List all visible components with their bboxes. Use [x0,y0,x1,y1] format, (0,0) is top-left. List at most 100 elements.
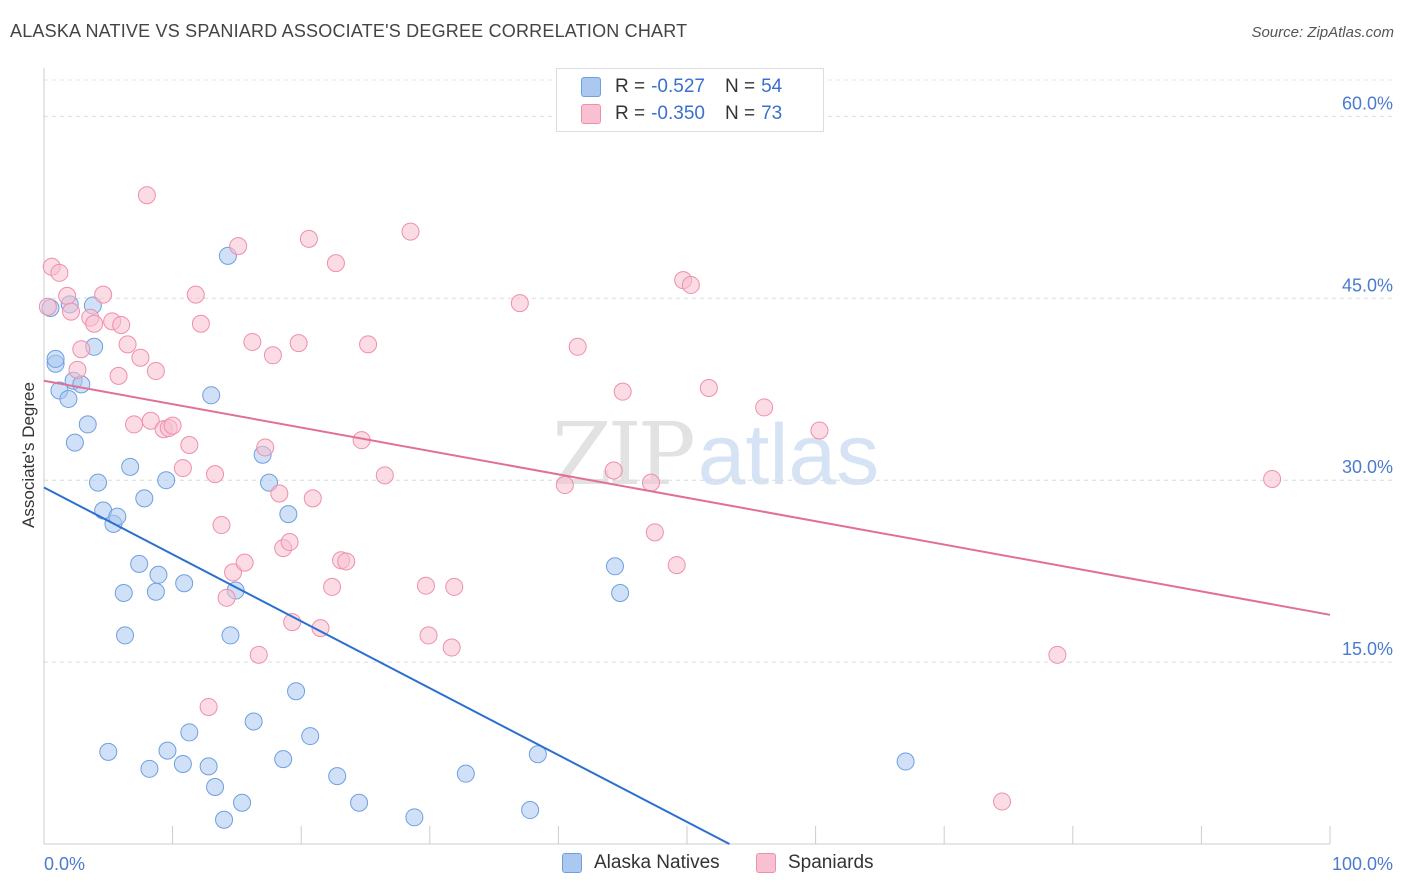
data-points [38,186,1282,829]
x-tick-label: 0.0% [44,854,85,874]
watermark-atlas: atlas [697,407,880,503]
point-spaniards [263,346,282,365]
point-alaska-natives [274,750,293,769]
point-spaniards [510,294,529,313]
point-spaniards [163,416,182,435]
legend-swatch-spaniards [581,104,601,124]
point-spaniards [224,563,243,582]
legend-row-spaniards: R = -0.350 N = 73 [581,101,782,127]
source-label: Source: ZipAtlas.com [1251,24,1394,41]
point-spaniards [755,398,774,417]
point-alaska-natives [244,712,263,731]
point-spaniards [146,362,165,381]
point-spaniards [1263,469,1282,488]
point-spaniards [206,465,225,484]
y-tick-label: 60.0% [1342,93,1393,113]
point-spaniards [137,186,156,205]
point-spaniards [141,411,160,430]
point-spaniards [180,436,199,455]
point-spaniards [681,275,700,294]
point-spaniards [641,473,660,492]
point-spaniards [289,334,308,353]
y-tick-label: 45.0% [1342,275,1393,295]
trend-line-alaska-natives [43,486,730,845]
y-axis-label: Associate's Degree [19,382,38,528]
point-spaniards [280,533,299,552]
point-spaniards [568,337,587,356]
point-spaniards [604,461,623,480]
point-spaniards [299,229,318,248]
chart-title: ALASKA NATIVE VS SPANIARD ASSOCIATE'S DE… [10,21,688,41]
point-spaniards [243,332,262,351]
point-alaska-natives [202,386,221,405]
point-alaska-natives [206,778,225,797]
y-tick-label: 15.0% [1342,639,1393,659]
legend-label-alaska-natives: Alaska Natives [594,852,720,873]
point-spaniards [62,302,81,321]
legend-n-label: N = [724,76,756,97]
point-alaska-natives [46,349,65,368]
point-spaniards [199,697,218,716]
point-spaniards [85,314,104,333]
point-alaska-natives [405,808,424,827]
legend-swatch-alaska [581,77,601,97]
point-alaska-natives [146,582,165,601]
point-spaniards [445,577,464,596]
point-alaska-natives [279,505,298,524]
point-alaska-natives [896,752,915,771]
legend-n-value: 73 [761,103,783,124]
point-alaska-natives [233,793,252,812]
gridlines [44,79,1394,663]
point-alaska-natives [287,682,306,701]
legend-r-value: -0.350 [651,103,705,124]
point-spaniards [442,638,461,657]
point-spaniards [173,459,192,478]
point-spaniards [337,552,356,571]
point-alaska-natives [350,793,369,812]
point-alaska-natives [149,565,168,584]
point-alaska-natives [611,583,630,602]
point-spaniards [249,645,268,664]
point-alaska-natives [528,745,547,764]
legend-n-label: N = [724,103,756,124]
point-alaska-natives [180,723,199,742]
point-alaska-natives [59,389,78,408]
point-spaniards [303,489,322,508]
point-spaniards [235,553,254,572]
point-alaska-natives [89,473,108,492]
point-spaniards [191,314,210,333]
point-alaska-natives [456,764,475,783]
point-alaska-natives [157,471,176,490]
point-spaniards [645,523,664,542]
point-alaska-natives [135,489,154,508]
point-spaniards [359,335,378,354]
legend-r-label: R = [615,103,646,124]
point-spaniards [94,285,113,304]
legend-n-value: 54 [761,76,783,97]
point-alaska-natives [78,415,97,434]
y-tick-label: 30.0% [1342,457,1393,477]
point-alaska-natives [114,583,133,602]
point-spaniards [109,366,128,385]
legend-item-spaniards: Spaniards [756,852,874,874]
point-spaniards [1048,645,1067,664]
legend-swatch-spaniards [756,853,776,873]
x-tick-label: 100.0% [1332,854,1393,874]
point-alaska-natives [301,727,320,746]
point-alaska-natives [158,741,177,760]
point-spaniards [38,297,57,316]
watermark-zip: ZIP [552,405,696,505]
point-spaniards [112,315,131,334]
point-spaniards [993,792,1012,811]
point-spaniards [416,576,435,595]
point-spaniards [186,285,205,304]
point-spaniards [401,222,420,241]
point-spaniards [667,556,686,575]
point-alaska-natives [328,767,347,786]
point-spaniards [326,254,345,273]
point-alaska-natives [116,626,135,645]
point-alaska-natives [221,626,240,645]
legend-swatch-alaska-natives [562,853,582,873]
point-spaniards [699,379,718,398]
point-alaska-natives [140,759,159,778]
